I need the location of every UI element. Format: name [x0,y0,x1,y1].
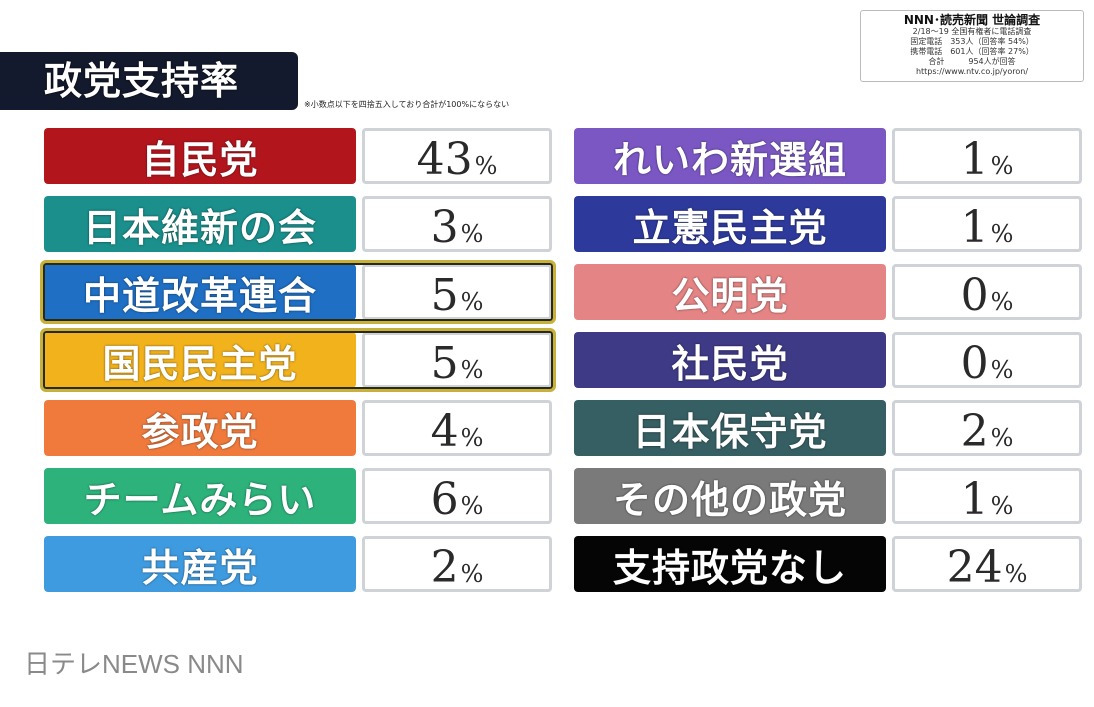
footer-credit: 日テレNEWS NNN [24,649,244,679]
party-value: 1% [892,468,1082,525]
party-label: 立憲民主党 [574,196,886,252]
source-title: NNN･読売新聞 世論調査 [903,13,1041,27]
party-label: 共産党 [44,536,356,592]
party-row: 日本保守党 2% [574,400,1082,457]
value-unit: % [1004,560,1028,588]
value-number: 6 [430,474,459,525]
party-label: 自民党 [44,128,356,184]
party-row: 日本維新の会 3% [44,196,552,253]
party-value: 43% [362,128,552,185]
party-row: 公明党 0% [574,264,1082,321]
value-number: 0 [960,270,989,321]
value-unit: % [460,560,484,588]
value-number: 0 [960,338,989,389]
party-value: 2% [892,400,1082,457]
party-label: 支持政党なし [574,536,886,592]
party-value: 24% [892,536,1082,593]
party-row: 中道改革連合 5% [44,264,552,321]
party-row: 社民党 0% [574,332,1082,389]
party-row: その他の政党 1% [574,468,1082,525]
party-row: 支持政党なし 24% [574,536,1082,593]
value-unit: % [990,356,1014,384]
survey-source-box: NNN･読売新聞 世論調査 2/18〜19 全国有権者に電話調査 固定電話 35… [860,10,1084,82]
value-unit: % [460,288,484,316]
party-value: 5% [362,264,552,321]
source-line: 固定電話 353人（回答率 54%） [910,37,1034,46]
value-unit: % [460,424,484,452]
value-unit: % [990,152,1014,180]
value-number: 43 [416,134,473,185]
party-row: 立憲民主党 1% [574,196,1082,253]
value-unit: % [474,152,498,180]
value-unit: % [990,288,1014,316]
source-url: https://www.ntv.co.jp/yoron/ [915,67,1029,76]
value-number: 1 [960,202,989,253]
value-number: 3 [430,202,459,253]
title-banner [0,52,298,110]
party-label: チームみらい [44,468,356,524]
source-line: 2/18〜19 全国有権者に電話調査 [912,27,1032,36]
party-label: 参政党 [44,400,356,456]
party-row: チームみらい 6% [44,468,552,525]
value-unit: % [990,492,1014,520]
value-number: 5 [430,270,459,321]
party-value: 5% [362,332,552,389]
value-unit: % [460,220,484,248]
party-value: 0% [892,264,1082,321]
party-row: 共産党 2% [44,536,552,593]
party-value: 2% [362,536,552,593]
chart-title: 政党支持率 [44,59,240,103]
party-value: 1% [892,128,1082,185]
value-number: 1 [960,134,989,185]
source-line: 合計 954人が回答 [928,57,1016,66]
value-number: 2 [960,406,989,457]
party-value: 0% [892,332,1082,389]
rounding-note: ※小数点以下を四捨五入しており合計が100%にならない [304,100,510,109]
value-number: 1 [960,474,989,525]
value-unit: % [990,424,1014,452]
party-value: 1% [892,196,1082,253]
source-line: 携帯電話 601人（回答率 27%） [910,47,1034,56]
party-value: 4% [362,400,552,457]
value-number: 2 [430,542,459,593]
party-label: その他の政党 [574,468,886,524]
party-label: 日本保守党 [574,400,886,456]
value-number: 4 [430,406,459,457]
party-label: 中道改革連合 [44,264,356,320]
party-label: 公明党 [574,264,886,320]
value-unit: % [460,356,484,384]
value-number: 5 [430,338,459,389]
party-label: 社民党 [574,332,886,388]
party-value: 6% [362,468,552,525]
value-unit: % [990,220,1014,248]
party-value: 3% [362,196,552,253]
party-label: 日本維新の会 [44,196,356,252]
party-label: 国民民主党 [44,332,356,388]
value-number: 24 [946,542,1003,593]
party-label: れいわ新選組 [574,128,886,184]
value-unit: % [460,492,484,520]
party-row: 参政党 4% [44,400,552,457]
party-row: 自民党 43% [44,128,552,185]
party-row: 国民民主党 5% [44,332,552,389]
party-row: れいわ新選組 1% [574,128,1082,185]
